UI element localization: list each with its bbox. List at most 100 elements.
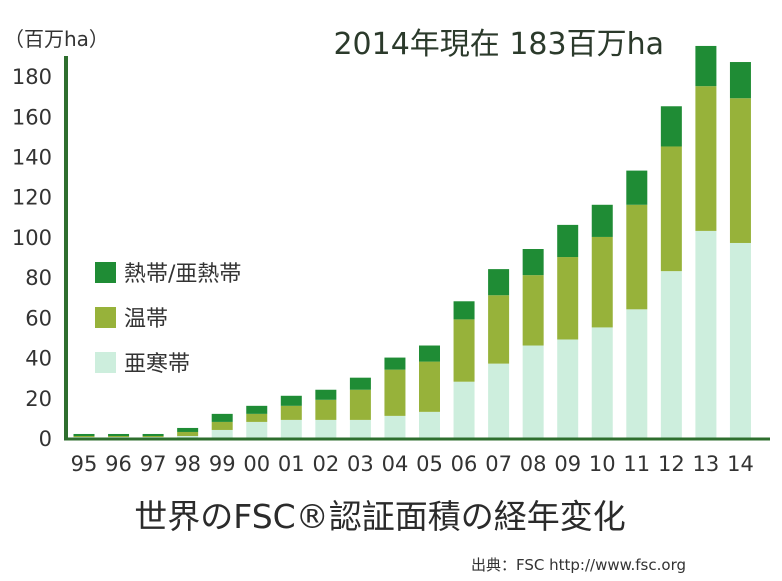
y-tick-label: 0 <box>39 427 52 451</box>
bar-segment-tropical <box>660 106 682 147</box>
bar-segment-tropical <box>315 389 337 400</box>
bar-segment-boreal <box>108 436 130 438</box>
bar-segment-temperate <box>488 295 510 364</box>
bar-segment-boreal <box>211 429 233 438</box>
y-tick-label: 160 <box>12 105 52 129</box>
x-tick-label: 03 <box>347 452 374 476</box>
bar-segment-boreal <box>591 327 613 438</box>
bar-segment-boreal <box>177 435 199 438</box>
bar-segment-boreal <box>349 419 371 438</box>
bar-segment-tropical <box>280 395 302 406</box>
bar-segment-boreal <box>419 411 440 438</box>
x-tick-label: 95 <box>71 452 98 476</box>
bar-segment-tropical <box>108 433 130 436</box>
bar-segment-boreal <box>73 436 95 438</box>
bar-segment-tropical <box>453 301 475 320</box>
bar-segment-boreal <box>280 419 302 438</box>
bar-segment-tropical <box>246 405 268 414</box>
y-axis-ticks: 0 20 40 60 80 100 120 140 160 180 <box>12 65 52 451</box>
bar-segment-temperate <box>280 405 302 420</box>
x-tick-label: 06 <box>451 452 478 476</box>
x-tick-label: 96 <box>105 452 132 476</box>
bar-segment-temperate <box>246 413 268 422</box>
y-tick-label: 80 <box>25 266 52 290</box>
bar-segment-tropical <box>384 357 406 370</box>
x-tick-label: 13 <box>693 452 720 476</box>
bar-segment-temperate <box>73 435 95 437</box>
bar-segment-temperate <box>108 435 130 437</box>
bar-segment-boreal <box>315 419 337 438</box>
bar-segment-temperate <box>453 319 475 382</box>
bar-segment-boreal <box>384 415 406 438</box>
bar-segment-temperate <box>211 421 233 430</box>
bar-segment-temperate <box>177 431 199 436</box>
bar-segment-tropical <box>419 345 440 362</box>
bar-segment-tropical <box>729 62 751 99</box>
x-tick-label: 00 <box>243 452 270 476</box>
bar-segment-temperate <box>384 369 406 416</box>
x-tick-label: 14 <box>727 452 754 476</box>
bar-segment-tropical <box>73 433 95 436</box>
y-tick-label: 20 <box>25 387 52 411</box>
x-tick-label: 97 <box>140 452 167 476</box>
bar-segment-tropical <box>557 224 579 258</box>
bar-segment-boreal <box>453 381 475 438</box>
y-tick-label: 120 <box>12 186 52 210</box>
legend-swatch <box>95 262 116 283</box>
bar-segment-tropical <box>695 45 717 87</box>
legend-label: 熱帯/亜熱帯 <box>124 262 241 287</box>
chart-title: 世界のFSC®認証面積の経年変化 <box>134 497 625 536</box>
bar-segment-temperate <box>591 236 613 328</box>
y-tick-label: 180 <box>12 65 52 89</box>
source-note: 出典：FSC http://www.fsc.org <box>471 556 686 574</box>
x-tick-label: 98 <box>174 452 201 476</box>
legend-label: 亜寒帯 <box>124 352 190 377</box>
bar-segment-temperate <box>729 98 751 243</box>
bars-group <box>73 45 751 438</box>
legend-label: 温帯 <box>124 307 168 332</box>
y-tick-label: 60 <box>25 306 52 330</box>
x-tick-label: 01 <box>278 452 305 476</box>
y-tick-label: 140 <box>12 146 52 170</box>
bar-segment-tropical <box>211 413 233 422</box>
bar-segment-temperate <box>522 275 544 346</box>
bar-segment-temperate <box>315 399 337 420</box>
bar-segment-temperate <box>419 361 440 412</box>
x-tick-label: 07 <box>485 452 512 476</box>
x-tick-label: 04 <box>382 452 409 476</box>
bar-segment-tropical <box>522 249 544 276</box>
bar-segment-temperate <box>349 389 371 420</box>
bar-segment-tropical <box>349 377 371 390</box>
y-tick-label: 40 <box>25 347 52 371</box>
headline-total: 2014年現在 183百万ha <box>333 27 664 62</box>
y-tick-label: 100 <box>12 226 52 250</box>
bar-segment-tropical <box>591 204 613 237</box>
bar-segment-temperate <box>142 435 164 437</box>
legend-swatch <box>95 352 116 373</box>
bar-segment-boreal <box>660 271 682 438</box>
bar-segment-boreal <box>557 339 579 438</box>
x-tick-label: 12 <box>658 452 685 476</box>
bar-segment-boreal <box>522 345 544 438</box>
x-tick-label: 10 <box>589 452 616 476</box>
x-axis-ticks: 95 96 97 98 99 00 01 02 03 04 05 06 07 08 09 10 11 12 13 14 <box>71 452 754 476</box>
x-tick-label: 05 <box>416 452 443 476</box>
legend-swatch <box>95 307 116 328</box>
bar-segment-temperate <box>557 257 579 340</box>
y-unit-label: （百万ha） <box>4 27 109 51</box>
bar-segment-boreal <box>626 309 648 438</box>
bar-segment-temperate <box>695 86 717 231</box>
bar-segment-boreal <box>142 436 164 438</box>
x-tick-label: 09 <box>554 452 581 476</box>
bar-segment-tropical <box>626 170 648 205</box>
bar-segment-tropical <box>488 269 510 296</box>
x-tick-label: 02 <box>312 452 339 476</box>
bar-segment-boreal <box>695 230 717 438</box>
bar-segment-temperate <box>660 146 682 272</box>
bar-segment-tropical <box>142 433 164 436</box>
bar-segment-tropical <box>177 427 199 432</box>
x-tick-label: 08 <box>520 452 547 476</box>
